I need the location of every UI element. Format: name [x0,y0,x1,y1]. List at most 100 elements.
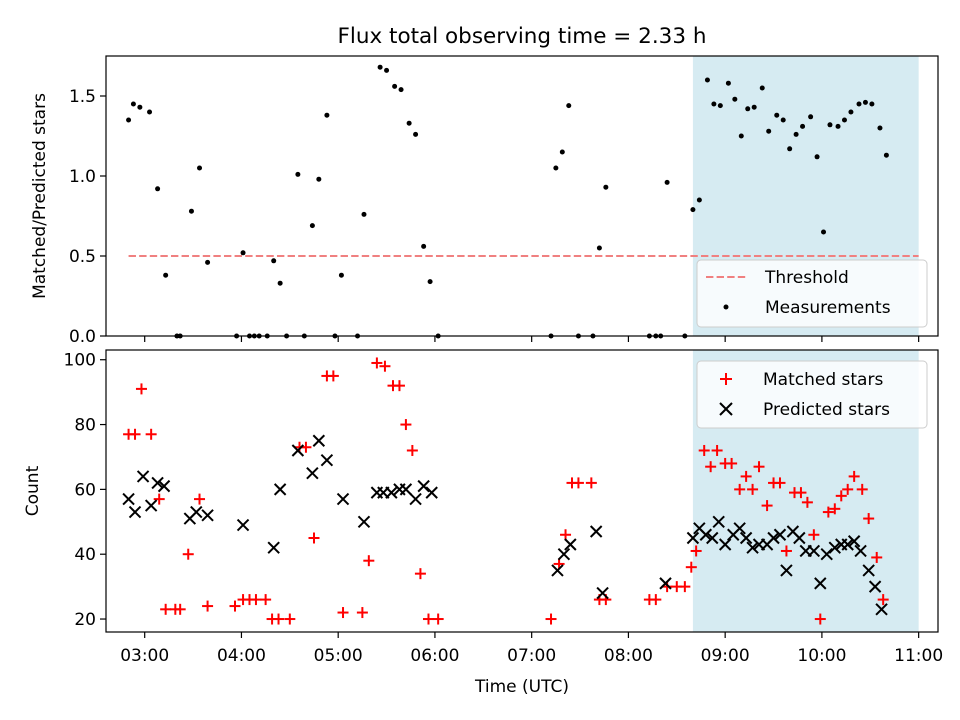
measurement-point [309,223,315,229]
measurement-point [780,117,786,123]
measurement-point [566,103,572,109]
matched-star-point [650,594,662,606]
y-tick-label: 80 [74,416,96,436]
measurement-point [841,117,847,123]
predicted-star-point [128,505,142,519]
y-tick-label: 20 [74,610,96,630]
predicted-star-point [122,492,135,506]
predicted-star-point [425,486,438,499]
x-tick-label: 04:00 [217,646,266,666]
predicted-star-point [712,515,725,529]
top-panel-legend: Threshold Measurements [696,259,928,328]
x-tick-label: 07:00 [507,646,556,666]
measurement-point [821,229,827,235]
matched-star-point [747,483,759,495]
measurement-point [877,125,883,131]
matched-star-point [690,545,702,557]
measurement-point [745,106,751,112]
measurement-point [704,77,710,83]
x-tick-label: 05:00 [314,646,363,666]
matched-star-point [284,613,296,625]
predicted-star-point [144,499,158,512]
measurement-point [759,85,765,91]
measurement-point [856,101,862,107]
matched-star-point [260,594,272,606]
predicted-star-point [417,479,430,493]
predicted-star-point [854,544,867,558]
predicted-star-point [273,483,287,496]
measurement-point [316,176,322,182]
predicted-star-point [136,470,150,483]
matched-star-point [740,470,752,482]
legend-matched-swatch [720,373,732,385]
matched-star-point [393,380,405,392]
top-panel-x-ticks [144,336,920,342]
predicted-star-point [699,528,713,541]
predicted-star-point [236,518,250,532]
measurement-point [155,186,161,192]
x-tick-label: 09:00 [701,646,750,666]
measurement-point [596,245,602,251]
predicted-star-point [312,434,326,447]
legend-predicted-swatch [719,402,733,416]
predicted-star-point [793,531,806,545]
predicted-star-point [862,564,875,577]
chart-title: Flux total observing time = 2.33 h [338,24,707,49]
measurement-point [137,104,143,110]
predicted-star-point [767,531,780,545]
legend-measurements-label: Measurements [765,298,891,318]
measurement-point [869,101,875,107]
measurement-point [392,83,398,89]
bottom-panel-x-ticks: 03:00 04:00 05:00 06:00 07:00 08:00 09:00 10:00… [120,632,943,666]
measurement-point [793,131,799,137]
measurement-points [126,64,889,339]
measurement-point [130,101,136,107]
measurement-point [808,114,814,120]
predicted-star-point [875,603,888,616]
matched-star-point [145,428,157,440]
measurement-point [738,133,744,139]
matched-star-point [705,461,717,473]
matched-star-point [585,477,597,489]
matched-star-point [422,613,434,625]
measurement-point [384,67,390,73]
measurement-point [603,184,609,190]
legend-matched-label: Matched stars [763,370,883,390]
matched-star-point [835,490,847,502]
measurement-point [848,109,854,115]
measurement-point [295,171,301,177]
y-tick-label: 0.5 [69,247,96,267]
matched-star-point [822,506,834,518]
bottom-panel-counts: 20 40 60 80 100 03:00 04:00 05:00 06:00 07:00 08:… [23,349,943,666]
bottom-panel-y-ticks: 20 40 60 80 100 [64,351,106,630]
predicted-star-point [733,522,746,535]
matched-star-point [801,496,813,508]
predicted-star-point [820,547,833,561]
y-tick-label: 1.0 [69,167,96,187]
matched-star-point [863,513,875,525]
predicted-star-point [739,531,753,545]
matched-star-point [848,470,860,482]
matched-star-point [182,548,194,560]
predicted-stars-points [122,434,888,616]
predicted-star-point [686,531,700,545]
measurement-point [277,280,283,286]
matched-star-point [842,483,854,495]
measurement-point [711,101,717,107]
bottom-legend-box [696,360,928,429]
legend-predicted-label: Predicted stars [763,400,890,420]
matched-star-point [202,600,214,612]
top-legend-box [696,259,928,328]
matched-stars-points [123,357,889,625]
matched-star-point [871,551,883,563]
measurement-point [271,258,277,264]
predicted-star-point [746,541,759,554]
matched-star-point [153,493,165,505]
matched-star-point [856,483,868,495]
matched-star-point [174,603,186,615]
top-panel-y-label: Matched/Predicted stars [30,93,50,299]
predicted-star-point [306,466,319,480]
y-tick-label: 40 [74,545,96,565]
predicted-star-point [589,525,603,538]
